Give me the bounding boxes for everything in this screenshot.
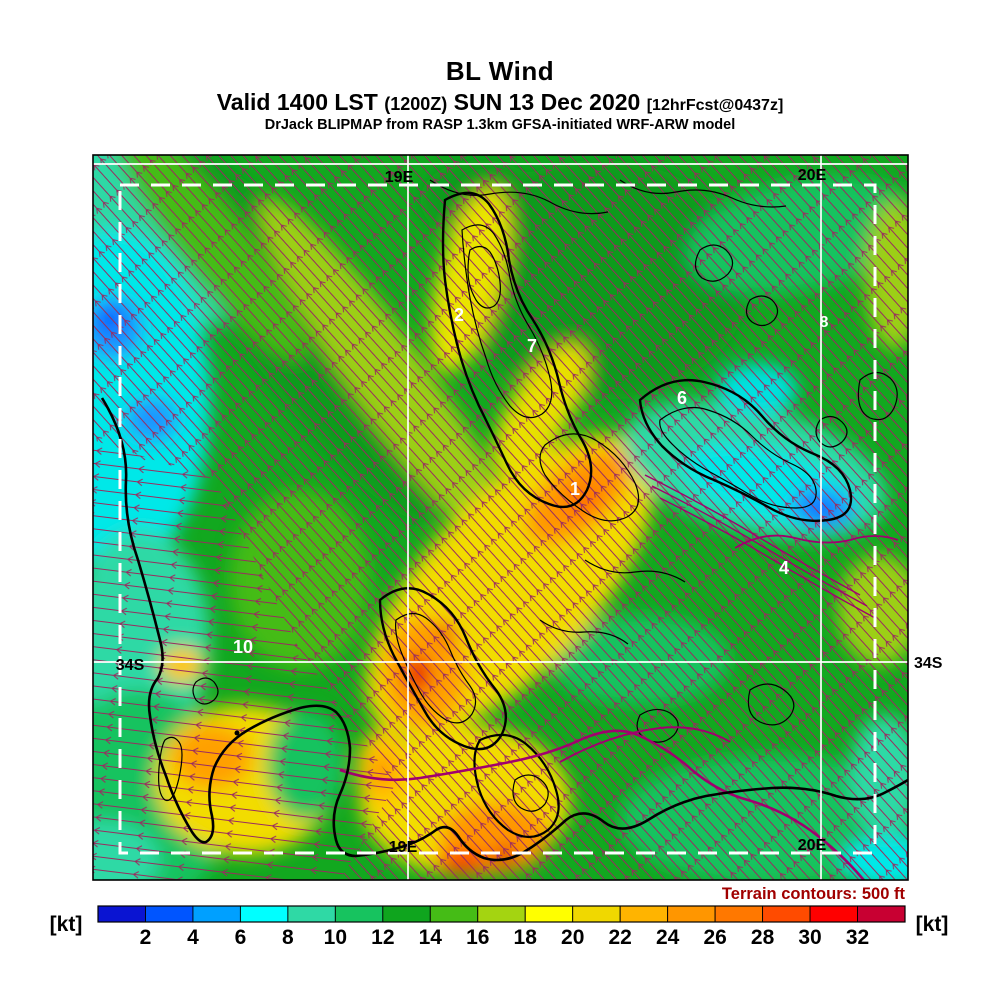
colorbar-tick-label: 22: [608, 926, 631, 949]
colorbar-tick-label: 24: [656, 926, 680, 949]
grid-labels: 19E 20E 8 34S 34S 19E 20E: [116, 167, 943, 856]
colorbar-segment: [809, 905, 858, 923]
colorbar-segment: [524, 905, 574, 923]
colorbar-segment: [145, 905, 194, 923]
colorbar-segment: [619, 905, 669, 923]
wind-value-labels: 2 7 6 1 4 10: [233, 305, 789, 657]
wind-value-label: 1: [570, 479, 580, 499]
grid-label: 19E: [385, 169, 414, 186]
grid-label: 19E: [389, 839, 418, 856]
valid-time: Valid 1400 LST: [216, 89, 378, 115]
colorbar-segment: [762, 905, 811, 923]
island-dot: [234, 730, 240, 736]
lat-lon-gridlines: [93, 155, 908, 880]
terrain-contours: [158, 179, 898, 839]
colorbar-segment: [477, 905, 526, 923]
coastline: [100, 397, 908, 862]
page-title: BL Wind: [445, 56, 555, 86]
colorbar-tick-label: 16: [466, 926, 489, 949]
valid-date: SUN 13 Dec 2020: [453, 89, 641, 115]
grid-label: 34S: [116, 657, 145, 674]
colorbar-tick-label: 2: [140, 926, 152, 949]
map-header: BL Wind Valid 1400 LST (1200Z) SUN 13 De…: [0, 56, 1000, 133]
colorbar: 2 4 6 8 10 12 14 16 18 20 22 24 26 28 30 32 [kt] [kt]: [50, 905, 949, 949]
streamlines: [93, 155, 908, 880]
wind-value-label: 4: [779, 558, 789, 578]
wind-value-label: 10: [233, 637, 253, 657]
colorbar-segment: [429, 905, 479, 923]
domain-dashed-box: [118, 183, 877, 855]
grid-label: 20E: [798, 167, 827, 184]
forecast-init: [12hrFcst@0437z]: [646, 97, 784, 114]
zulu-time: (1200Z): [384, 94, 448, 114]
grid-label: 8: [820, 314, 829, 331]
colorbar-tick-label: 8: [282, 926, 294, 949]
colorbar-segment: [572, 905, 621, 923]
terrain-note: Terrain contours: 500 ft: [722, 885, 906, 903]
colorbar-tick-label: 12: [371, 926, 394, 949]
grid-label: 20E: [798, 837, 827, 854]
colorbar-tick-label: 18: [514, 926, 538, 949]
colorbar-tick-label: 10: [324, 926, 347, 949]
colorbar-segment: [382, 905, 431, 923]
colorbar-unit-left: [kt]: [50, 913, 83, 936]
colorbar-tick-label: 30: [798, 926, 821, 949]
colorbar-segment: [192, 905, 241, 923]
colorbar-unit-right: [kt]: [916, 913, 949, 936]
map-frame: [92, 154, 909, 881]
wind-value-label: 7: [527, 336, 537, 356]
colorbar-tick-label: 20: [561, 926, 584, 949]
colorbar-tick-label: 4: [187, 926, 199, 949]
colorbar-segment: [714, 905, 764, 923]
colorbar-segment: [857, 905, 906, 923]
colorbar-tick-label: 32: [846, 926, 869, 949]
colorbar-tick-label: 26: [703, 926, 726, 949]
valid-time-line: Valid 1400 LST (1200Z) SUN 13 Dec 2020 […: [0, 89, 1000, 116]
colorbar-tick-label: 14: [419, 926, 443, 949]
wind-value-label: 2: [454, 305, 464, 325]
colorbar-segment: [287, 905, 336, 923]
colorbar-tick-label: 28: [751, 926, 775, 949]
model-line: DrJack BLIPMAP from RASP 1.3km GFSA-init…: [264, 117, 736, 133]
colorbar-segment: [667, 905, 716, 923]
colorbar-segment: [97, 905, 146, 923]
colorbar-tick-label: 6: [235, 926, 247, 949]
colorbar-segment: [239, 905, 289, 923]
colorbar-segment: [334, 905, 384, 923]
wind-value-label: 6: [677, 388, 687, 408]
grid-label: 34S: [914, 655, 943, 672]
